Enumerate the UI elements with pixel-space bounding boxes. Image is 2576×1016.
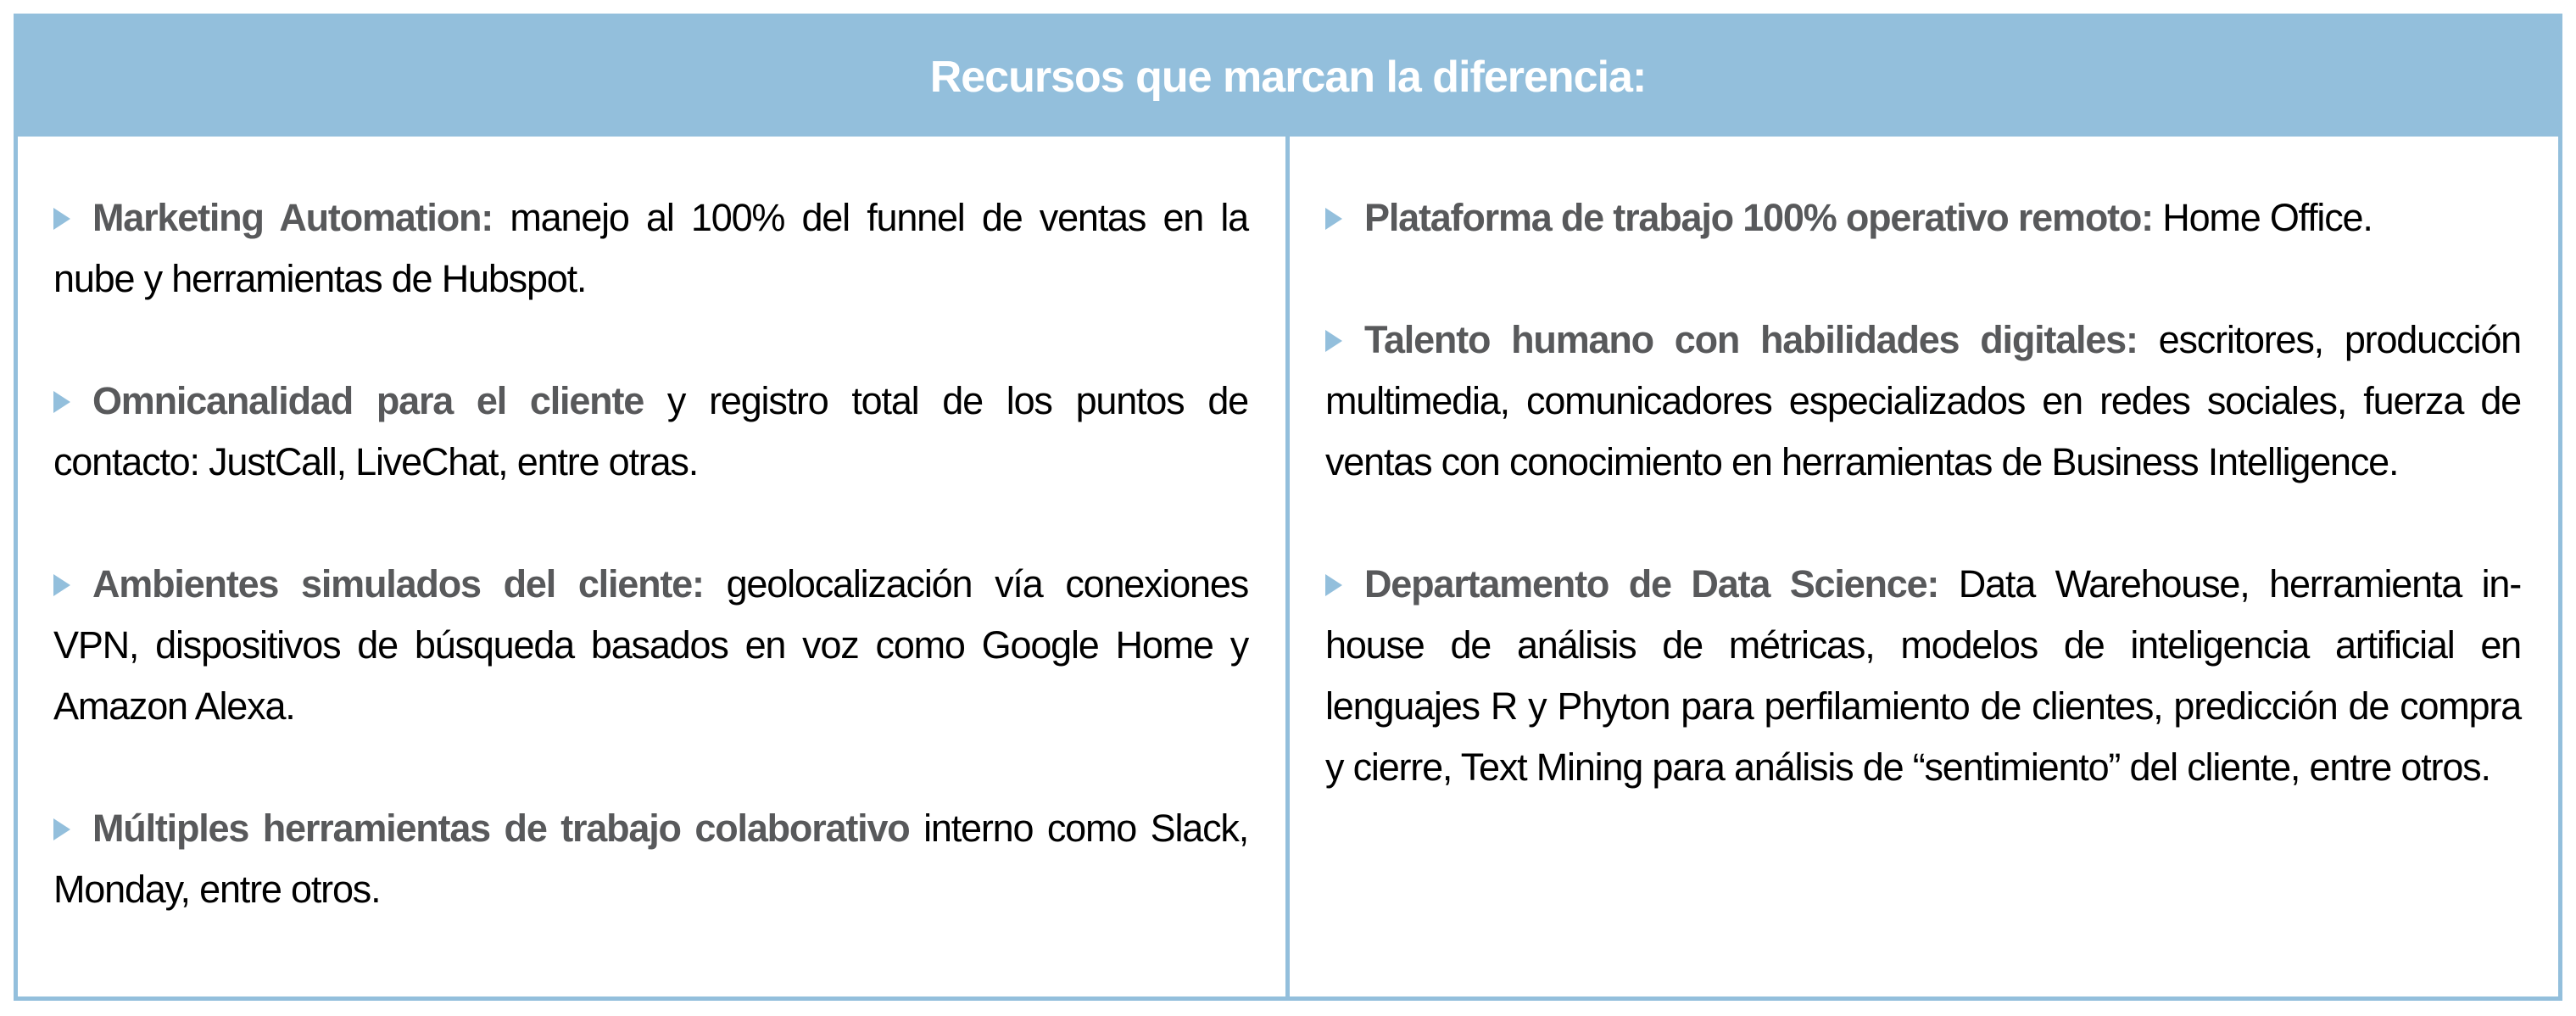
item-title: Plataforma de trabajo 100% operativo rem… [1364,196,2154,239]
item-text: interno como Slack, Monday, entre otros. [53,807,1249,911]
table-title: Recursos que marcan la diferencia: [929,53,1648,102]
list-item: Ambientes simulados del cliente: geoloca… [53,554,1249,737]
list-item: Talento humano con habilidades digitales… [1325,310,2522,493]
item-text: escritores, producción multimedia, comun… [1325,318,2522,483]
list-item: Plataforma de trabajo 100% operativo rem… [1325,187,2521,248]
item-title: Marketing Automation: [92,196,493,239]
resources-table: Recursos que marcan la diferencia: Marke… [14,14,2562,1001]
triangle-bullet-icon [53,208,70,230]
item-text: Home Office. [2152,196,2373,239]
item-title: Talento humano con habilidades digitales… [1364,318,2138,361]
list-item: Marketing Automation: manejo al 100% del… [53,187,1249,310]
triangle-bullet-icon [53,391,70,413]
right-column: Plataforma de trabajo 100% operativo rem… [1290,137,2558,996]
list-item: Departamento de Data Science: Data Wareh… [1325,554,2522,798]
list-item: Omnicanalidad para el cliente y registro… [53,371,1249,493]
triangle-bullet-icon [1325,574,1342,596]
item-title: Múltiples herramientas de trabajo colabo… [92,807,911,850]
item-title: Departamento de Data Science: [1364,562,1939,606]
item-text: y registro total de los puntos de contac… [53,379,1249,483]
triangle-bullet-icon [53,818,70,840]
item-text: geolocalización vía conexiones VPN, disp… [53,562,1249,728]
table-header: Recursos que marcan la diferencia: [18,18,2558,137]
item-title: Ambientes simulados del cliente: [92,562,705,606]
triangle-bullet-icon [1325,208,1342,230]
left-column: Marketing Automation: manejo al 100% del… [18,137,1290,996]
triangle-bullet-icon [53,574,70,596]
triangle-bullet-icon [1325,330,1342,352]
item-title: Omnicanalidad para el cliente [92,379,644,422]
item-text: Data Warehouse, herramienta in-house de … [1325,562,2522,789]
list-item: Múltiples herramientas de trabajo colabo… [53,798,1249,920]
item-text: manejo al 100% del funnel de ventas en l… [53,196,1249,300]
